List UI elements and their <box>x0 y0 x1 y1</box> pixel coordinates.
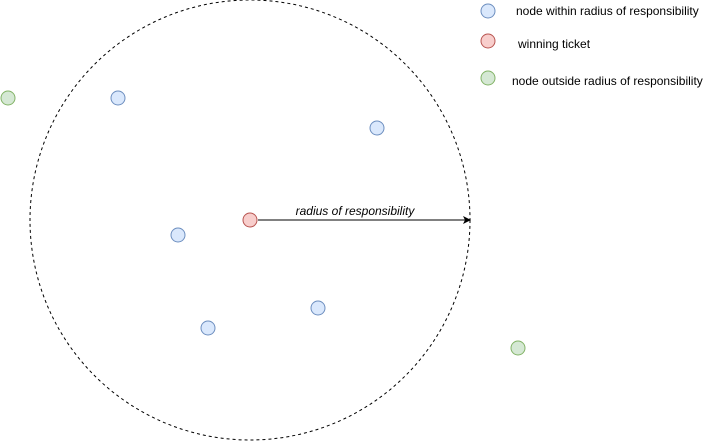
radius-label: radius of responsibility <box>296 204 416 218</box>
node-within <box>369 120 385 136</box>
legend-outside-swatch <box>480 70 496 86</box>
legend-winning-swatch <box>480 33 496 49</box>
legend: node within radius of responsibility win… <box>480 3 703 88</box>
winning-ticket-node <box>242 212 258 228</box>
legend-winning-label: winning ticket <box>517 37 591 51</box>
node-outside <box>510 340 526 356</box>
node-outside <box>0 90 16 106</box>
node-within <box>310 300 326 316</box>
node-within <box>110 90 126 106</box>
legend-outside-label: node outside radius of responsibility <box>512 74 703 88</box>
legend-within-swatch <box>480 3 496 19</box>
node-within <box>200 320 216 336</box>
legend-within-label: node within radius of responsibility <box>516 4 699 18</box>
node-within <box>170 227 186 243</box>
